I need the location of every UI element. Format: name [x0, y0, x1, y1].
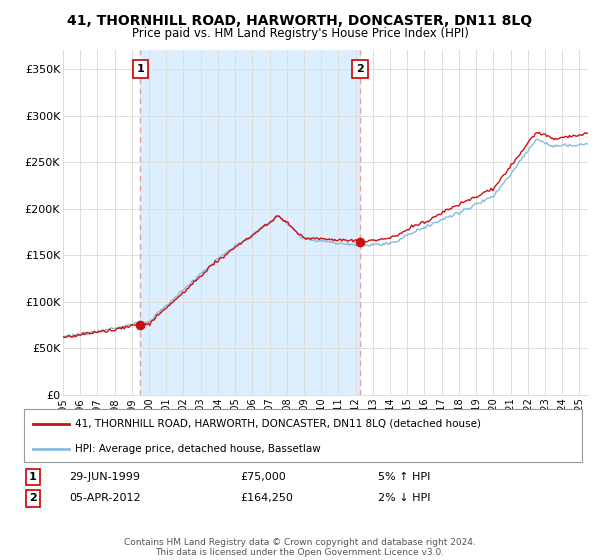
- Text: Price paid vs. HM Land Registry's House Price Index (HPI): Price paid vs. HM Land Registry's House …: [131, 27, 469, 40]
- Text: £75,000: £75,000: [240, 472, 286, 482]
- Text: 05-APR-2012: 05-APR-2012: [69, 493, 140, 503]
- Text: 41, THORNHILL ROAD, HARWORTH, DONCASTER, DN11 8LQ: 41, THORNHILL ROAD, HARWORTH, DONCASTER,…: [67, 14, 533, 28]
- Text: 2% ↓ HPI: 2% ↓ HPI: [378, 493, 431, 503]
- Text: £164,250: £164,250: [240, 493, 293, 503]
- Text: 1: 1: [136, 64, 144, 74]
- Bar: [140, 50, 360, 395]
- Text: 29-JUN-1999: 29-JUN-1999: [69, 472, 140, 482]
- Text: 41, THORNHILL ROAD, HARWORTH, DONCASTER, DN11 8LQ (detached house): 41, THORNHILL ROAD, HARWORTH, DONCASTER,…: [75, 419, 481, 429]
- Text: 2: 2: [29, 493, 37, 503]
- Text: HPI: Average price, detached house, Bassetlaw: HPI: Average price, detached house, Bass…: [75, 444, 321, 454]
- Text: Contains HM Land Registry data © Crown copyright and database right 2024.
This d: Contains HM Land Registry data © Crown c…: [124, 538, 476, 557]
- Text: 2: 2: [356, 64, 364, 74]
- Text: 5% ↑ HPI: 5% ↑ HPI: [378, 472, 430, 482]
- Text: 1: 1: [29, 472, 37, 482]
